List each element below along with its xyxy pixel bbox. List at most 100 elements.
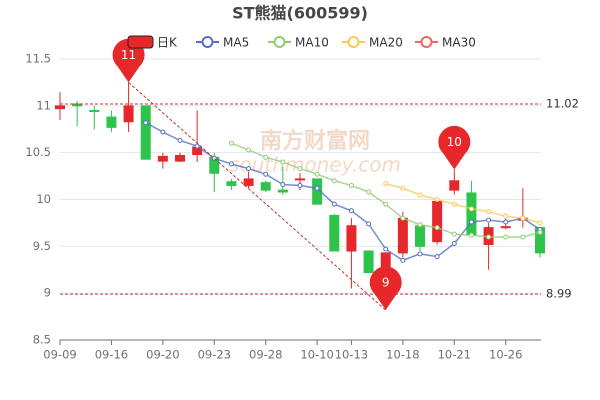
ma-point	[537, 229, 543, 235]
y-tick-label: 8.5	[33, 333, 51, 347]
ma-point	[417, 251, 423, 257]
ma-point	[486, 217, 492, 223]
legend-icon	[127, 35, 154, 49]
candle-body	[363, 250, 374, 274]
ma-point	[451, 201, 457, 207]
candle-body	[106, 116, 117, 128]
ma-point	[468, 206, 474, 212]
ma-point	[160, 129, 166, 135]
ma-point	[451, 231, 457, 237]
legend-icon	[420, 36, 433, 48]
ma-point	[348, 182, 354, 188]
legend-icon	[273, 36, 286, 48]
candle-body	[346, 225, 357, 252]
ma-point	[434, 197, 440, 202]
ma-point	[400, 185, 406, 191]
candle-body	[449, 180, 460, 191]
ma-point	[297, 166, 303, 172]
x-tick-label: 09-16	[95, 348, 128, 362]
mark-line-label: 11.02	[546, 96, 579, 110]
mark-line-label: 8.99	[546, 287, 572, 301]
ma-point	[417, 192, 423, 198]
candle-body	[157, 155, 168, 162]
ma-point	[537, 220, 543, 226]
ma-point	[400, 215, 406, 221]
candle-body	[277, 189, 288, 193]
candle-body	[123, 105, 134, 123]
legend-label: 日K	[157, 36, 178, 50]
ma-point	[366, 189, 372, 195]
ma-point	[263, 171, 269, 177]
legend-label: MA10	[295, 36, 329, 50]
ma-point	[331, 178, 337, 184]
y-tick-label: 10.5	[25, 145, 51, 159]
ma-point	[263, 154, 269, 160]
legend-label: MA20	[369, 36, 403, 50]
ma-point	[503, 213, 509, 219]
ma-point	[331, 201, 337, 207]
y-tick-label: 10	[36, 192, 51, 206]
ma-line	[385, 182, 541, 224]
ma-point	[503, 234, 509, 240]
legend-label: MA5	[223, 36, 249, 50]
watermark: 南方财富网	[260, 128, 370, 154]
candle-body	[329, 214, 340, 252]
x-tick-label: 10-21	[438, 348, 471, 362]
ma-point	[434, 225, 440, 231]
ma-point	[520, 234, 526, 240]
mark-pin-label: 10	[447, 135, 462, 149]
mark-pin-label: 9	[382, 276, 390, 290]
ma-point	[383, 181, 389, 187]
ma-point	[228, 161, 234, 167]
candle-body	[55, 105, 65, 110]
x-tick-label: 10-18	[386, 348, 419, 362]
legend-icon	[347, 36, 360, 48]
candle-body	[243, 178, 254, 186]
candle-body	[89, 110, 100, 113]
chart-title: ST熊猫(600599)	[232, 4, 368, 23]
ma-point	[228, 140, 234, 146]
ma-point	[246, 147, 252, 153]
x-tick-label: 09-28	[249, 348, 282, 362]
ma-point	[503, 219, 509, 225]
candle-body	[295, 178, 305, 181]
candle-body	[175, 154, 185, 162]
x-tick-label: 10-10	[300, 348, 333, 362]
x-tick-label: 10-26	[489, 348, 522, 362]
ma-point	[383, 201, 389, 207]
ma-point	[383, 246, 389, 252]
ma-point	[314, 171, 320, 177]
ma-point	[280, 182, 286, 188]
x-tick-label: 09-09	[43, 348, 76, 362]
x-tick-label: 09-20	[146, 348, 179, 362]
candle-body	[500, 226, 511, 229]
ma-point	[400, 257, 406, 263]
ma-point	[348, 208, 354, 214]
trend-line	[128, 82, 387, 311]
ma-point	[366, 221, 372, 227]
ma-point	[177, 137, 183, 143]
ma-point	[486, 209, 492, 215]
x-tick-label: 10-13	[335, 348, 368, 362]
y-tick-label: 9	[44, 286, 51, 300]
y-tick-label: 9.5	[33, 239, 51, 253]
watermark: southmoney.com	[229, 153, 401, 177]
mark-pin	[112, 38, 145, 83]
ma-point	[314, 185, 320, 191]
ma-point	[520, 215, 526, 221]
candle-body	[397, 217, 408, 254]
candle-body	[140, 105, 151, 160]
ma-point	[468, 219, 474, 225]
y-tick-label: 11.5	[25, 52, 51, 66]
candle-body	[226, 181, 237, 186]
y-tick-label: 11	[36, 98, 51, 112]
candle-body	[466, 192, 477, 236]
ma-point	[297, 182, 303, 188]
mark-pin	[369, 266, 402, 311]
ma-point	[434, 254, 440, 260]
ma-point	[143, 120, 149, 126]
candle-body	[432, 200, 443, 243]
ma-point	[280, 159, 286, 165]
legend-icon	[201, 36, 214, 48]
